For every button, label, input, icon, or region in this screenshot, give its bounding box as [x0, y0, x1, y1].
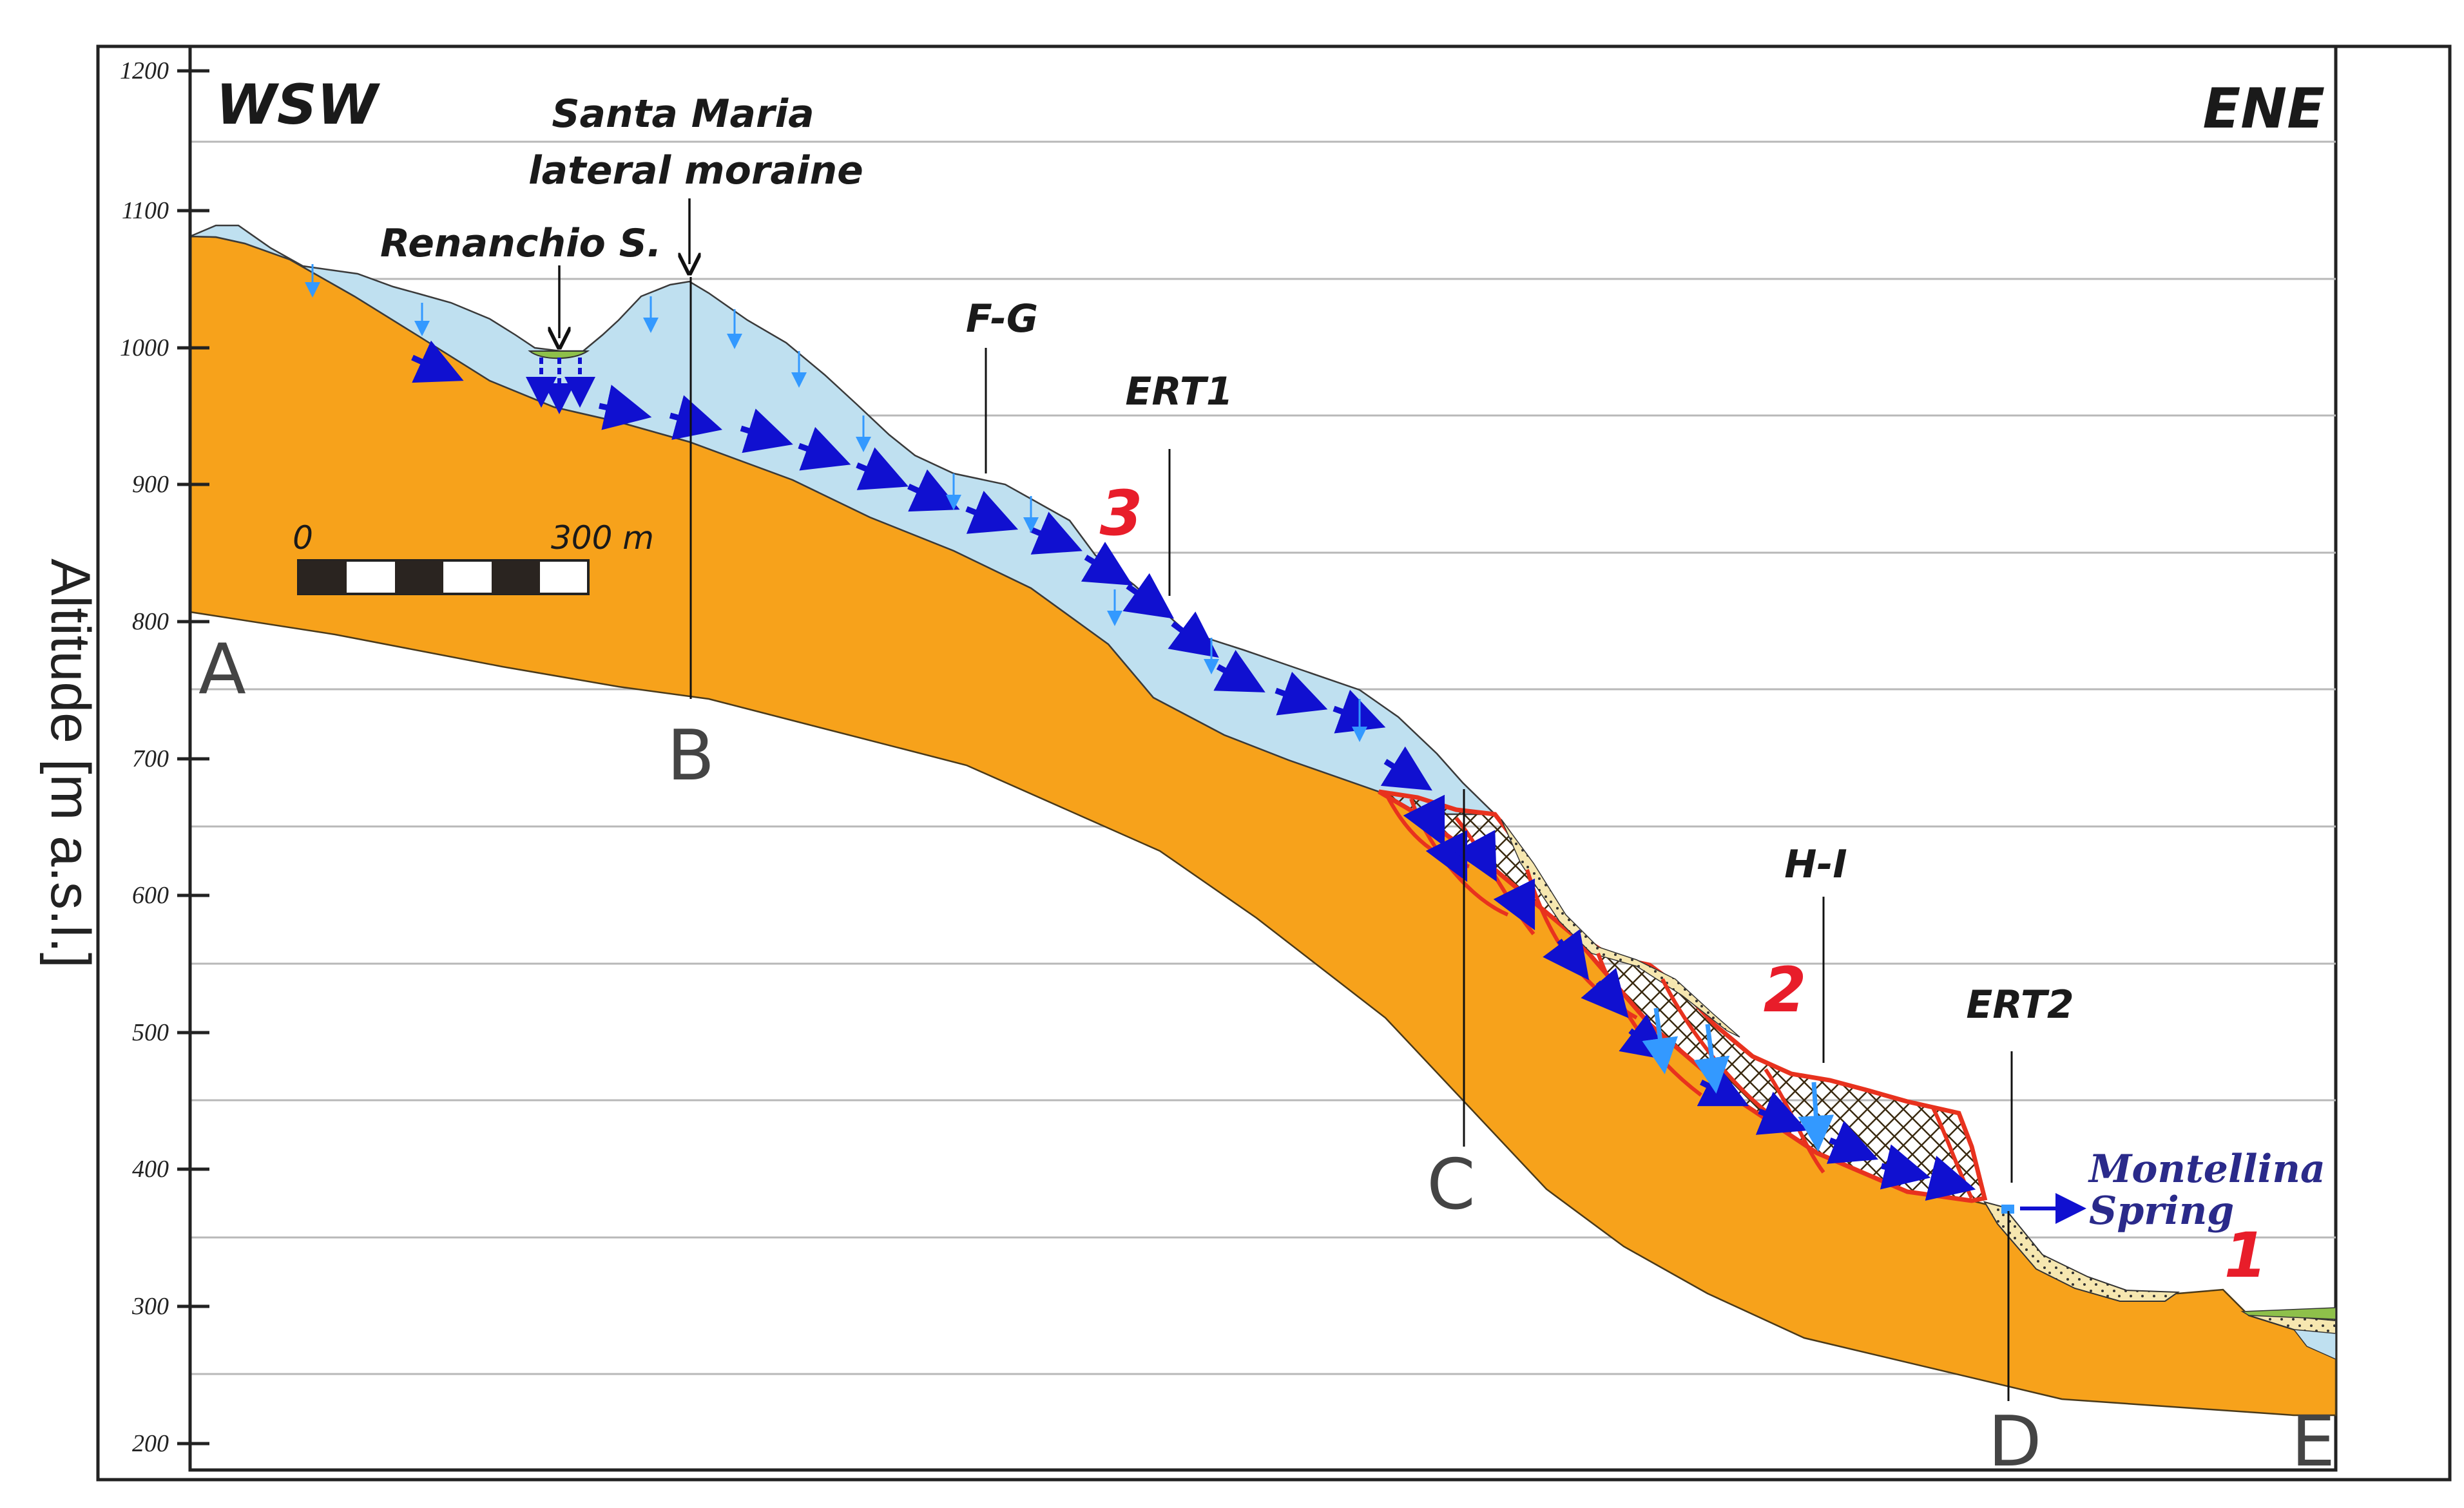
renanchio-label: Renanchio S. — [380, 221, 662, 266]
valley-floor-grass — [2240, 1307, 2336, 1320]
point-c-label: C — [1427, 1145, 1475, 1225]
profile-fg-label: F-G — [966, 296, 1038, 341]
point-b-label: B — [667, 716, 715, 796]
tick-400: 400 — [132, 1156, 169, 1183]
scale-bar — [297, 559, 590, 595]
point-e-label: E — [2291, 1402, 2335, 1482]
tick-200: 200 — [132, 1430, 169, 1457]
spring-point — [2001, 1205, 2014, 1214]
moraine-label-line2: lateral moraine — [528, 148, 863, 193]
point-a-label: A — [198, 629, 246, 710]
spring-label-line1: Montellina — [2088, 1147, 2325, 1192]
profile-ert2-label: ERT2 — [1966, 982, 2074, 1027]
zone-2-label: 2 — [1764, 954, 1807, 1026]
y-axis-label: Altitude [m a.s.l.] — [39, 558, 101, 968]
tick-1100: 1100 — [122, 197, 169, 224]
zone-1-label: 1 — [2224, 1219, 2267, 1292]
tick-300: 300 — [131, 1293, 169, 1320]
tick-1000: 1000 — [120, 334, 169, 361]
profile-hi-label: H-I — [1784, 842, 1847, 887]
landslide-infiltration-arrows — [1642, 1007, 1834, 1152]
tick-900: 900 — [132, 471, 169, 498]
spring-label-line2: Spring — [2089, 1188, 2234, 1234]
profile-ert1-label: ERT1 — [1125, 369, 1233, 414]
infiltration-arrows — [305, 264, 1367, 742]
tick-700: 700 — [132, 745, 169, 772]
tick-800: 800 — [132, 608, 169, 635]
glacial-deposit-layer — [189, 224, 1497, 816]
moraine-label-line1: Santa Maria — [552, 91, 814, 137]
tick-1200: 1200 — [120, 57, 169, 84]
direction-east: ENE — [2203, 77, 2325, 141]
valley-floor-deposit-lower — [2293, 1329, 2336, 1360]
y-axis: 1200 1100 1000 900 800 700 600 500 400 3… — [120, 46, 209, 1470]
point-d-label: D — [1988, 1402, 2041, 1482]
scale-start-label: 0 — [293, 519, 313, 557]
renanchio-flow-arrows — [526, 358, 595, 414]
tick-600: 600 — [132, 882, 169, 909]
scale-end-label: 300 m — [551, 519, 654, 557]
zone-3-label: 3 — [1100, 477, 1143, 549]
direction-west: WSW — [216, 73, 381, 137]
tick-500: 500 — [132, 1019, 169, 1046]
